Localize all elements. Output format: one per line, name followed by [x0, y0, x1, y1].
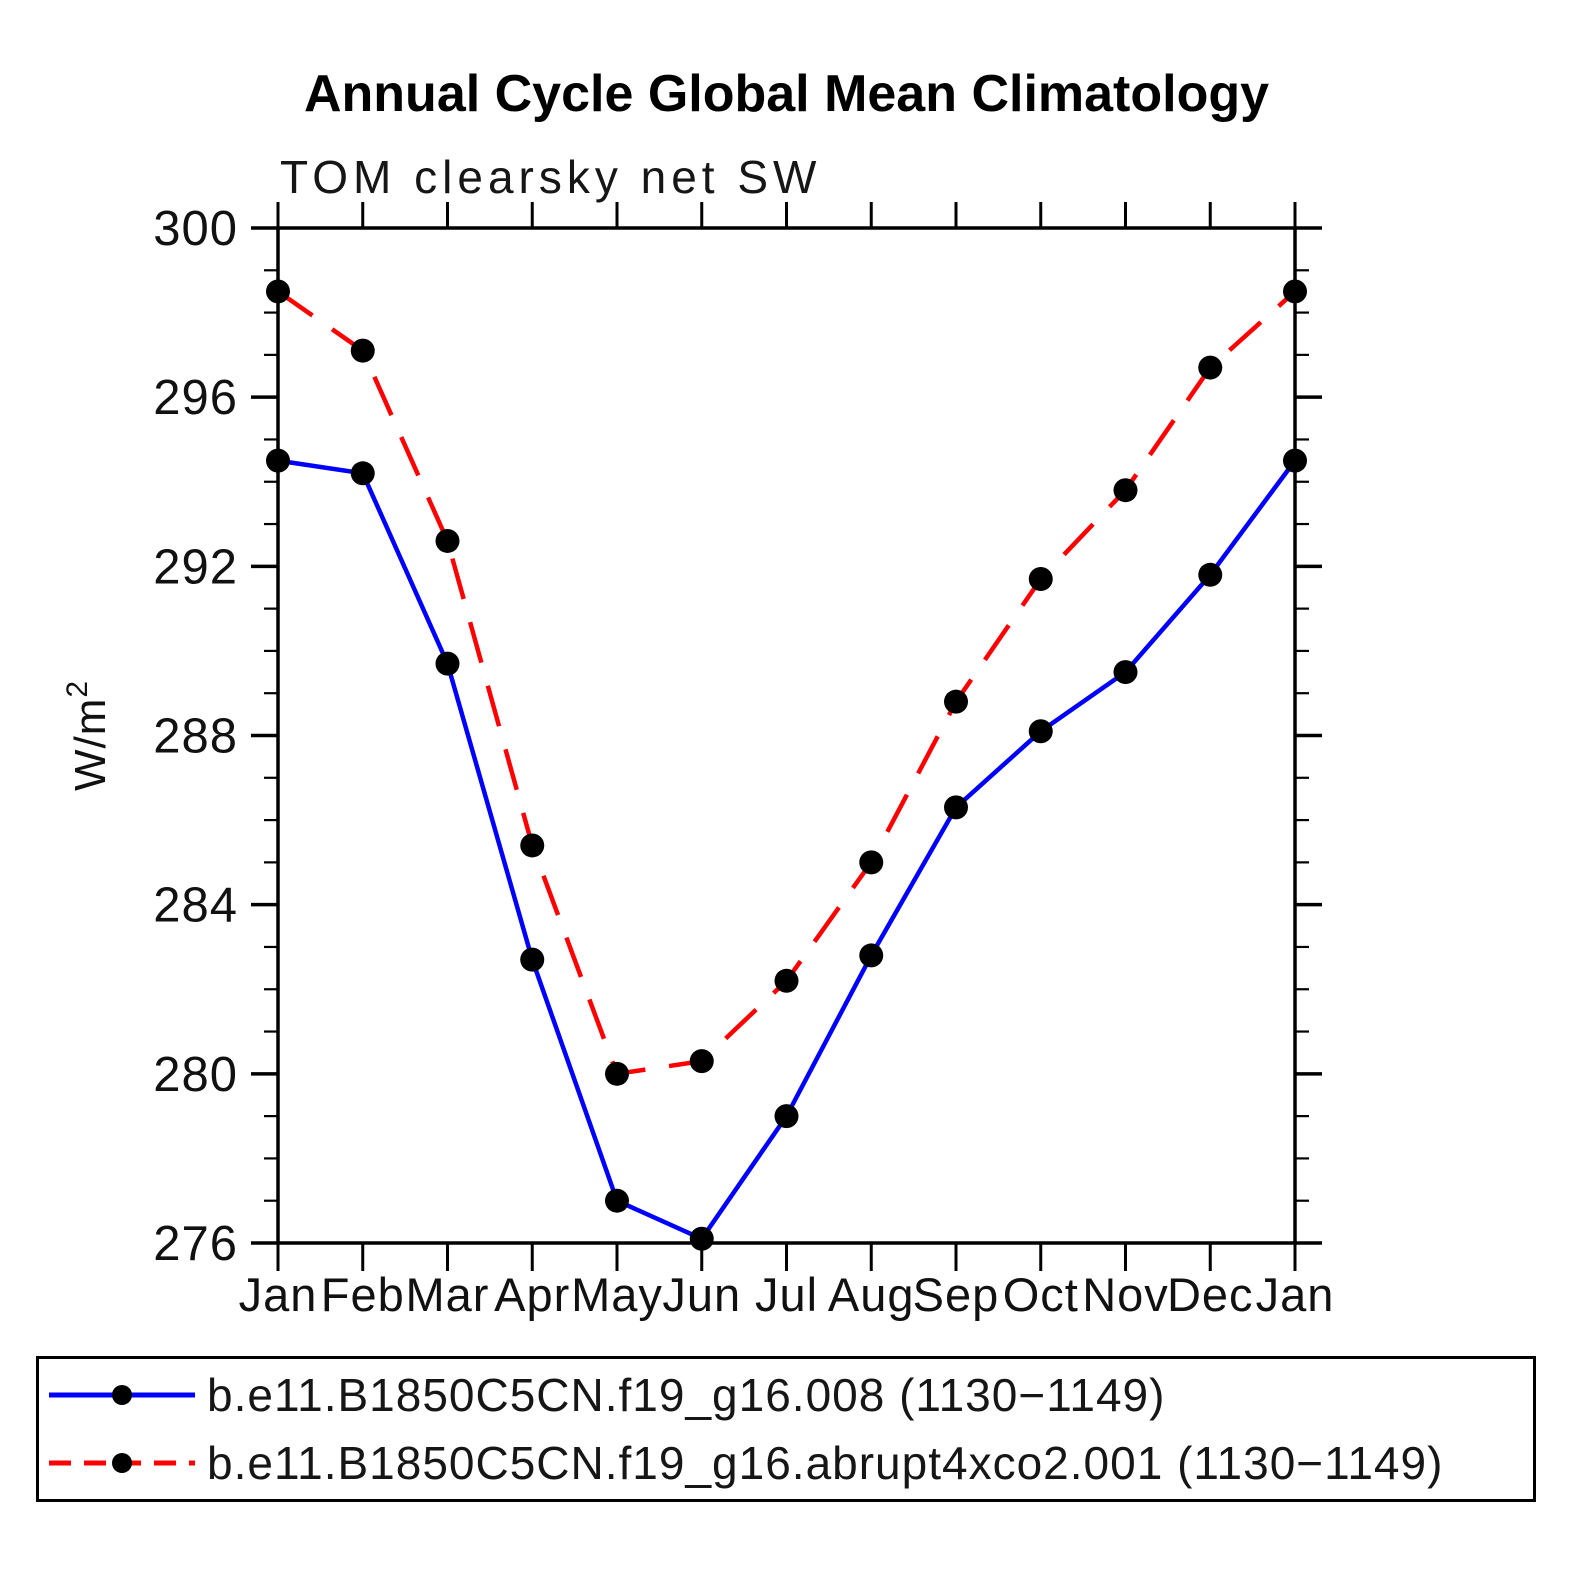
x-tick-label: Apr — [494, 1268, 570, 1321]
x-tick-label: Mar — [406, 1268, 490, 1321]
series-1-marker — [944, 689, 968, 714]
series-1-marker — [859, 850, 884, 875]
y-tick-label: 280 — [153, 1048, 238, 1102]
legend-swatch-solid-line — [49, 1385, 195, 1405]
legend-swatch-dashed-line — [49, 1453, 195, 1473]
y-tick-label: 284 — [153, 879, 238, 933]
legend-label-control: b.e11.B1850C5CN.f19_g16.008 (1130−1149) — [207, 1369, 1166, 1421]
x-tick-label: Aug — [828, 1268, 915, 1321]
legend-row-control: b.e11.B1850C5CN.f19_g16.008 (1130−1149) — [39, 1367, 1533, 1423]
y-tick-label: 276 — [153, 1217, 238, 1271]
x-tick-label: Sep — [913, 1268, 1000, 1321]
series-0-marker — [605, 1188, 629, 1213]
x-tick-label: Oct — [1003, 1268, 1079, 1321]
series-1-marker — [1198, 355, 1223, 380]
legend-marker-1 — [112, 1453, 132, 1473]
series-0-marker — [689, 1226, 714, 1251]
series-1-marker — [435, 528, 460, 553]
plot-frame — [276, 226, 1297, 1245]
legend-row-4xco2: b.e11.B1850C5CN.f19_g16.abrupt4xco2.001 … — [39, 1435, 1533, 1491]
series-0-marker — [859, 943, 884, 968]
legend-label-4xco2: b.e11.B1850C5CN.f19_g16.abrupt4xco2.001 … — [207, 1437, 1444, 1489]
chart-title: Annual Cycle Global Mean Climatology — [303, 65, 1270, 123]
series-1-marker — [1113, 478, 1138, 503]
series-1-marker — [605, 1061, 629, 1086]
x-tick-label: Feb — [321, 1268, 405, 1321]
y-tick-label: 288 — [153, 710, 238, 764]
x-tick-label: Jul — [755, 1268, 818, 1321]
series-0-marker — [520, 947, 545, 972]
series-0-marker — [944, 795, 968, 820]
x-tick-label: Jun — [662, 1268, 741, 1321]
x-tick-label: Nov — [1082, 1268, 1169, 1321]
legend-box: b.e11.B1850C5CN.f19_g16.008 (1130−1149) … — [36, 1356, 1536, 1502]
chart-subtitle: TOM clearsky net SW — [280, 151, 822, 203]
y-tick-label: 300 — [153, 202, 238, 256]
series-0-marker — [1113, 660, 1138, 685]
y-tick-label: 292 — [153, 540, 238, 594]
series-0-marker — [266, 448, 290, 473]
x-tick-label: Jan — [239, 1268, 318, 1321]
x-tick-label: Jan — [1256, 1268, 1335, 1321]
series-1-marker — [266, 279, 290, 304]
series-0-marker — [774, 1104, 799, 1129]
series-1-marker — [1283, 279, 1307, 304]
x-tick-label: Dec — [1167, 1268, 1254, 1321]
series-0-marker — [435, 651, 460, 676]
series-1-marker — [689, 1049, 714, 1074]
x-tick-label: May — [571, 1268, 663, 1321]
series-1-marker — [1028, 567, 1053, 592]
series-1-marker — [350, 338, 375, 363]
series-1-marker — [520, 833, 545, 858]
y-tick-label: 296 — [153, 371, 238, 425]
y-axis-title: W/m2 — [61, 680, 115, 791]
series-0-marker — [1028, 719, 1053, 744]
legend-marker-0 — [112, 1385, 132, 1405]
series-0-marker — [350, 461, 375, 486]
series-1-marker — [774, 968, 799, 993]
series-0-marker — [1198, 562, 1223, 587]
series-0-marker — [1283, 448, 1307, 473]
series-line-1 — [276, 289, 1297, 1077]
